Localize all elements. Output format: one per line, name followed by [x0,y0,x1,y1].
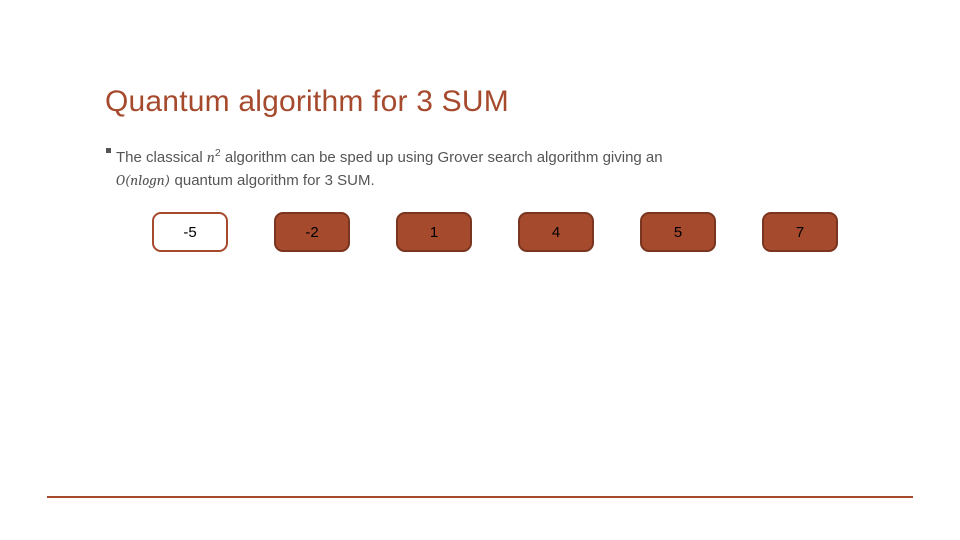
nlogn: nlogn [130,171,164,189]
array-cell-4-value: 5 [674,224,682,241]
slide: Quantum algorithm for 3 SUM The classica… [0,0,960,540]
sum-word: SUM. [337,172,375,189]
title-suffix: SUM [442,85,509,118]
body-text: The classical n2 algorithm can be sped u… [116,145,900,193]
title-spacer [433,85,442,118]
array-cell-5: 7 [762,212,838,252]
body-a: The classical [116,149,207,166]
array-cell-3-value: 4 [552,224,560,241]
bottom-divider [47,496,913,498]
array-cell-2-value: 1 [430,224,438,241]
title-prefix: Quantum algorithm for [105,85,416,118]
var-n: n [207,148,215,166]
array-cell-1: -2 [274,212,350,252]
array-cell-0-value: -5 [183,224,196,241]
big-o-open: O( [116,171,130,189]
bullet-icon [106,148,111,153]
body-b: algorithm can be sped up using Grover se… [221,149,663,166]
array-cell-3: 4 [518,212,594,252]
array-cell-2: 1 [396,212,472,252]
title-number: 3 [416,85,433,118]
array-cell-0: -5 [152,212,228,252]
three: 3 [325,172,333,189]
array-cell-1-value: -2 [305,224,318,241]
array-row: -5 -2 1 4 5 7 [152,212,838,252]
slide-title: Quantum algorithm for 3 SUM [105,85,509,119]
body-c: quantum algorithm for [170,172,324,189]
array-cell-4: 5 [640,212,716,252]
array-cell-5-value: 7 [796,224,804,241]
